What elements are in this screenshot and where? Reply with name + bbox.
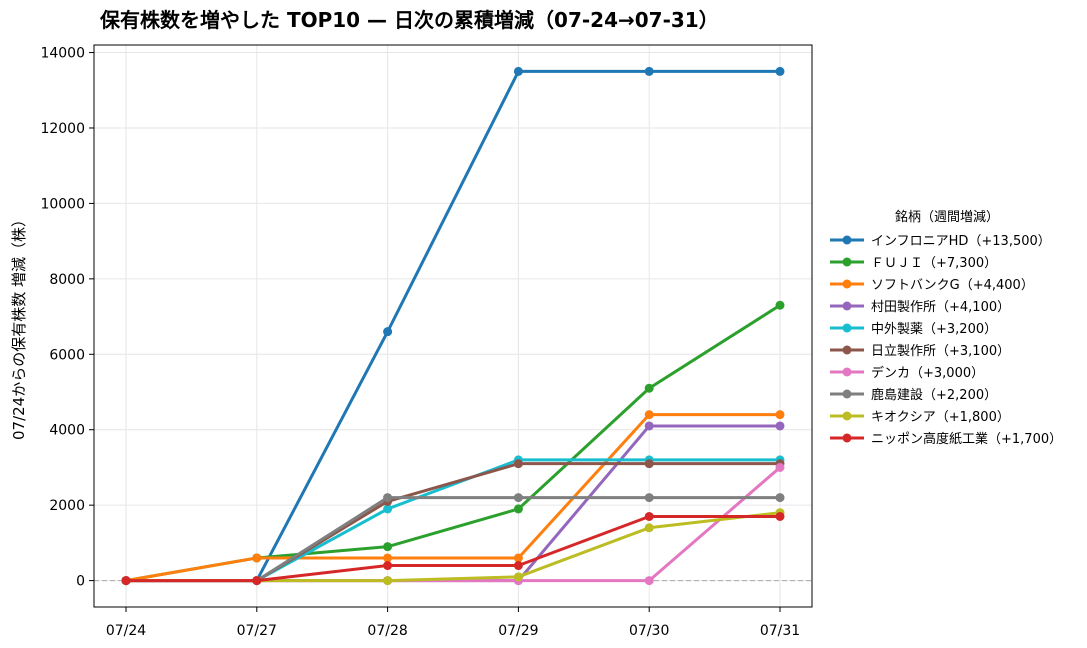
legend-swatch-marker xyxy=(842,367,852,377)
legend-item: キオクシア（+1,800） xyxy=(830,410,1010,425)
legend-item: 日立製作所（+3,100） xyxy=(830,344,1010,359)
series-9 xyxy=(121,508,785,586)
series-line xyxy=(124,511,782,583)
plot-area xyxy=(93,44,813,608)
legend-label: 日立製作所（+3,100） xyxy=(871,344,1010,359)
legend-swatch-marker xyxy=(842,235,852,245)
data-point xyxy=(644,523,654,533)
series-line xyxy=(124,303,782,583)
y-tick-label: 6000 xyxy=(49,347,85,363)
data-point xyxy=(383,561,393,571)
legend-label: 村田製作所（+4,100） xyxy=(871,300,1010,315)
y-tick-label: 0 xyxy=(76,574,85,590)
data-point xyxy=(775,66,785,76)
data-point xyxy=(775,300,785,310)
series-line xyxy=(124,69,782,583)
legend-label: ソフトバンクG（+4,400） xyxy=(871,278,1034,293)
data-point xyxy=(644,410,654,420)
series-4 xyxy=(121,421,785,586)
legend-label: キオクシア（+1,800） xyxy=(871,410,1010,425)
legend-item: ソフトバンクG（+4,400） xyxy=(830,278,1034,293)
data-point xyxy=(513,504,523,514)
axis-ticks: 07/24 07/27 07/28 07/29 07/30 07/31 0 2000 4000 6… xyxy=(40,46,800,639)
data-point xyxy=(383,553,393,563)
data-point xyxy=(644,576,654,586)
y-tick-label: 2000 xyxy=(49,498,85,514)
series-2 xyxy=(121,300,785,586)
legend-item: ニッポン高度紙工業（+1,700） xyxy=(830,431,1062,447)
legend-label: 中外製薬（+3,200） xyxy=(871,322,997,337)
legend-swatch-marker xyxy=(842,411,852,421)
series-10 xyxy=(121,511,785,586)
series-1 xyxy=(121,66,785,586)
series-line xyxy=(124,514,782,583)
data-point xyxy=(513,572,523,582)
data-point xyxy=(383,542,393,552)
series-8 xyxy=(121,493,785,586)
series-line xyxy=(124,496,782,583)
legend: 銘柄（週間増減） インフロニアHD（+13,500） ＦＵＪＩ（+7,300） ソフ… xyxy=(830,209,1062,447)
y-tick-label: 8000 xyxy=(49,272,85,288)
x-tick-label: 07/31 xyxy=(760,623,800,639)
data-point xyxy=(644,421,654,431)
legend-swatch-marker xyxy=(842,345,852,355)
grid-lines xyxy=(94,45,812,607)
data-point xyxy=(644,493,654,503)
legend-item: 鹿島建設（+2,200） xyxy=(830,387,997,403)
legend-item: インフロニアHD（+13,500） xyxy=(830,234,1051,249)
x-tick-label: 07/27 xyxy=(237,623,277,639)
legend-swatch-marker xyxy=(842,389,852,399)
data-point xyxy=(383,576,393,586)
data-point xyxy=(775,421,785,431)
series-line xyxy=(124,413,782,583)
legend-label: 鹿島建設（+2,200） xyxy=(871,387,997,403)
legend-swatch-marker xyxy=(842,279,852,289)
data-point xyxy=(513,66,523,76)
legend-swatch-marker xyxy=(842,323,852,333)
y-tick-label: 14000 xyxy=(40,46,85,62)
series-layer xyxy=(121,66,785,586)
data-point xyxy=(513,561,523,571)
x-tick-label: 07/28 xyxy=(367,623,407,639)
legend-item: ＦＵＪＩ（+7,300） xyxy=(830,256,997,271)
legend-label: インフロニアHD（+13,500） xyxy=(871,234,1051,249)
x-tick-label: 07/24 xyxy=(106,623,146,639)
data-point xyxy=(513,553,523,563)
data-point xyxy=(121,576,131,586)
legend-title: 銘柄（週間増減） xyxy=(895,209,999,225)
y-tick-label: 4000 xyxy=(49,423,85,439)
data-point xyxy=(513,493,523,503)
y-tick-label: 10000 xyxy=(40,196,85,212)
data-point xyxy=(252,553,262,563)
data-point xyxy=(644,511,654,521)
legend-swatch-marker xyxy=(842,433,852,443)
data-point xyxy=(644,66,654,76)
y-tick-label: 12000 xyxy=(40,121,85,137)
legend-item: 中外製薬（+3,200） xyxy=(830,322,997,337)
legend-item: デンカ（+3,000） xyxy=(830,365,984,381)
data-point xyxy=(775,410,785,420)
legend-label: ニッポン高度紙工業（+1,700） xyxy=(871,431,1062,447)
data-point xyxy=(383,493,393,503)
data-point xyxy=(513,459,523,469)
data-point xyxy=(644,383,654,393)
data-point xyxy=(775,511,785,521)
data-point xyxy=(383,504,393,514)
legend-item: 村田製作所（+4,100） xyxy=(830,300,1010,315)
legend-label: ＦＵＪＩ（+7,300） xyxy=(871,256,997,271)
legend-swatch-marker xyxy=(842,257,852,267)
data-point xyxy=(775,493,785,503)
chart-title: 保有株数を増やした TOP10 — 日次の累積増減（07-24→07-31） xyxy=(99,8,719,32)
legend-label: デンカ（+3,000） xyxy=(871,365,984,381)
data-point xyxy=(252,576,262,586)
x-tick-label: 07/29 xyxy=(498,623,538,639)
x-tick-label: 07/30 xyxy=(629,623,669,639)
y-axis-label: 07/24からの保有株数 増減（株） xyxy=(10,212,28,440)
data-point xyxy=(775,462,785,472)
legend-swatch-marker xyxy=(842,301,852,311)
data-point xyxy=(383,327,393,337)
data-point xyxy=(644,459,654,469)
